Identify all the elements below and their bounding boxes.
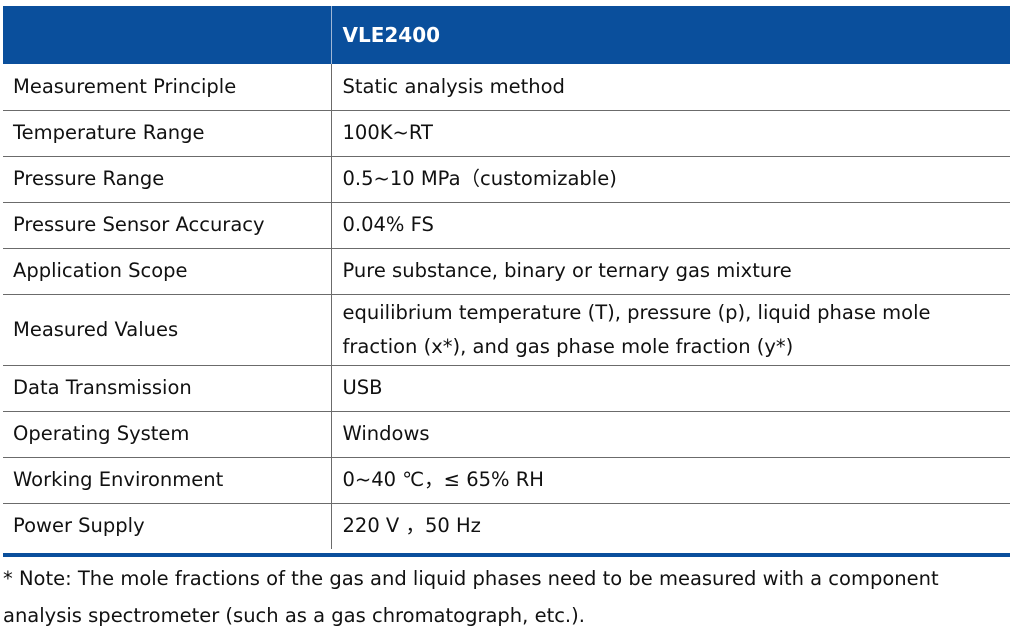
table-row: Pressure Range 0.5~10 MPa（customizable): [3, 156, 1010, 203]
param-application-scope: Application Scope: [3, 248, 332, 295]
param-measured-values: Measured Values: [3, 294, 332, 366]
value-measurement-principle: Static analysis method: [331, 64, 1010, 111]
param-working-environment: Working Environment: [3, 457, 332, 504]
param-pressure-range: Pressure Range: [3, 156, 332, 203]
value-data-transmission: USB: [331, 365, 1010, 412]
param-operating-system: Operating System: [3, 411, 332, 458]
table-row: Measured Values equilibrium temperature …: [3, 294, 1010, 366]
header-param-cell: [3, 6, 332, 64]
param-temperature-range: Temperature Range: [3, 110, 332, 157]
table-row: Measurement Principle Static analysis me…: [3, 64, 1010, 111]
param-power-supply: Power Supply: [3, 503, 332, 549]
table-row: Power Supply 220 V ，50 Hz: [3, 503, 1010, 549]
table-row: Application Scope Pure substance, binary…: [3, 248, 1010, 295]
value-working-environment: 0~40 ℃，≤ 65% RH: [331, 457, 1010, 504]
table-row: Working Environment 0~40 ℃，≤ 65% RH: [3, 457, 1010, 504]
table-row: Operating System Windows: [3, 411, 1010, 458]
value-measured-values: equilibrium temperature (T), pressure (p…: [331, 294, 1010, 366]
value-temperature-range: 100K~RT: [331, 110, 1010, 157]
table-row: Data Transmission USB: [3, 365, 1010, 412]
value-power-supply: 220 V ，50 Hz: [342, 514, 481, 538]
table-header-row: VLE2400: [3, 6, 1010, 64]
param-pressure-sensor-accuracy: Pressure Sensor Accuracy: [3, 202, 332, 249]
table-row: Pressure Sensor Accuracy 0.04% FS: [3, 202, 1010, 249]
value-operating-system: Windows: [331, 411, 1010, 458]
table-row: Temperature Range 100K~RT: [3, 110, 1010, 157]
table-bottom-rule: [3, 553, 1010, 557]
value-pressure-sensor-accuracy: 0.04% FS: [331, 202, 1010, 249]
value-application-scope: Pure substance, binary or ternary gas mi…: [331, 248, 1010, 295]
spec-table: VLE2400 Measurement Principle Static ana…: [3, 6, 1010, 549]
value-pressure-range: 0.5~10 MPa（customizable): [331, 156, 1010, 203]
param-measurement-principle: Measurement Principle: [3, 64, 332, 111]
header-model-cell: VLE2400: [331, 6, 1010, 64]
param-data-transmission: Data Transmission: [3, 365, 332, 412]
footnote: * Note: The mole fractions of the gas an…: [3, 567, 939, 627]
